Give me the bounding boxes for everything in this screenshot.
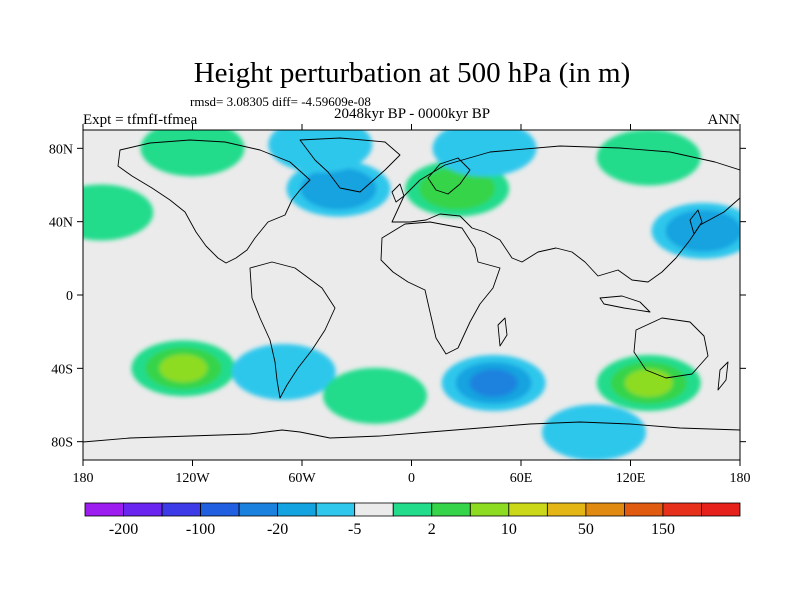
colorbar-swatch (585, 502, 625, 517)
colorbar-label: -20 (267, 521, 288, 538)
colorbar-swatch (277, 502, 317, 517)
x-axis: 180 120W 60W 0 60E 120E 180 (73, 124, 751, 486)
colorbar-swatch (200, 502, 240, 517)
colorbar-swatch (431, 502, 471, 517)
colorbar-label: -5 (348, 521, 361, 538)
colorbar-label: 50 (578, 521, 594, 538)
y-tick-label: 0 (66, 289, 73, 304)
colorbar-label: 2 (428, 521, 436, 538)
anomaly-contour (542, 404, 646, 460)
y-tick-label: 80S (51, 436, 73, 451)
anomaly-contour (624, 369, 673, 397)
y-tick-label: 80N (49, 142, 73, 157)
season-label: ANN (708, 112, 741, 128)
colorbar-label: 10 (501, 521, 517, 538)
colorbar-swatch (508, 502, 548, 517)
colorbar-labels: -200 -100 -20 -5 2 10 50 150 (109, 521, 675, 538)
anomaly-contour (159, 354, 208, 383)
colorbar-label: -200 (109, 521, 138, 538)
colorbar-swatch (84, 502, 124, 517)
colorbar-swatch (469, 502, 510, 517)
anomaly-contour (419, 167, 496, 210)
time-range-label: 2048kyr BP - 0000kyr BP (334, 106, 490, 122)
x-tick-label: 0 (408, 471, 415, 486)
y-axis: 80N 40N 0 40S 80S (49, 142, 746, 451)
x-tick-label: 180 (730, 471, 751, 486)
anomaly-contour (323, 367, 427, 424)
colorbar-swatch (354, 502, 394, 517)
x-tick-label: 120W (175, 471, 210, 486)
anomaly-contour (268, 130, 373, 173)
colorbar-swatch (624, 502, 664, 517)
colorbar-swatch (123, 502, 163, 517)
x-tick-label: 120E (616, 471, 646, 486)
colorbar-swatch (662, 502, 702, 517)
map-panel (82, 129, 741, 461)
x-tick-label: 60E (510, 471, 533, 486)
anomaly-contour (665, 209, 740, 252)
anomaly-contour (469, 369, 518, 397)
chart-title: Height perturbation at 500 hPa (in m) (194, 57, 631, 89)
colorbar-swatch (701, 502, 741, 517)
y-tick-label: 40S (51, 362, 73, 377)
colorbar-swatch (315, 502, 356, 517)
coastlines (83, 137, 740, 443)
anomaly-contour (231, 344, 336, 400)
anomaly-contour (83, 184, 154, 241)
colorbar (84, 502, 741, 517)
colorbar-swatch (546, 502, 587, 517)
colorbar-label: 150 (651, 521, 675, 538)
experiment-label: Expt = tfmfI-tfmea (83, 112, 198, 128)
colorbar-swatch (238, 502, 279, 517)
colorbar-label: -100 (186, 521, 215, 538)
x-tick-label: 60W (288, 471, 316, 486)
anomaly-contour (300, 167, 377, 210)
x-tick-label: 180 (73, 471, 94, 486)
colorbar-swatch (392, 502, 433, 517)
colorbar-swatch (161, 502, 201, 517)
anomaly-contour (596, 130, 701, 186)
stats-line: rmsd= 3.08305 diff= -4.59609e-08 (190, 94, 371, 109)
y-tick-label: 40N (49, 216, 73, 231)
